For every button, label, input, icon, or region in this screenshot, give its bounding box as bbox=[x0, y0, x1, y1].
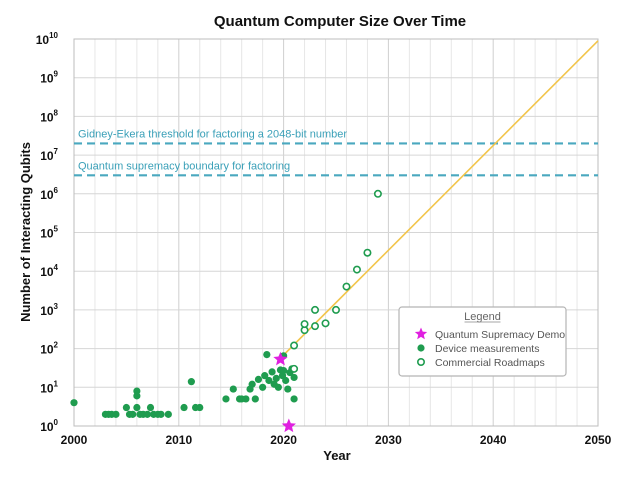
y-tick-label: 100 bbox=[40, 418, 58, 434]
device-measurement-point bbox=[274, 383, 282, 391]
y-tick-label: 104 bbox=[40, 263, 58, 279]
device-measurement-point bbox=[146, 403, 155, 412]
y-tick-label: 103 bbox=[40, 302, 58, 318]
quantum-supremacy-point bbox=[281, 418, 296, 433]
device-measurement-point bbox=[290, 395, 298, 403]
device-measurement-point bbox=[122, 403, 130, 412]
device-measurement-point bbox=[254, 375, 263, 384]
x-tick-label: 2040 bbox=[480, 433, 507, 447]
x-tick-label: 2010 bbox=[165, 433, 192, 447]
y-tick-label: 107 bbox=[40, 147, 58, 163]
device-measurement-point bbox=[187, 378, 195, 386]
y-tick-label: 1010 bbox=[36, 31, 59, 47]
device-measurement-point bbox=[196, 403, 204, 412]
reference-line-label: Quantum supremacy boundary for factoring bbox=[78, 160, 290, 172]
device-measurement-point bbox=[290, 373, 298, 382]
device-measurement-point bbox=[248, 380, 256, 388]
device-measurement-point bbox=[242, 395, 250, 403]
x-tick-label: 2000 bbox=[61, 433, 88, 447]
commercial-roadmap-point bbox=[311, 305, 320, 314]
device-measurement-point bbox=[112, 410, 120, 418]
commercial-roadmap-point bbox=[342, 282, 351, 291]
reference-lines: Gidney-Ekera threshold for factoring a 2… bbox=[74, 128, 598, 177]
device-measurement-point bbox=[180, 403, 188, 412]
y-tick-label: 108 bbox=[40, 108, 58, 124]
quantum-supremacy-point bbox=[273, 351, 288, 366]
device-measurement-point bbox=[263, 350, 271, 359]
x-tick-label: 2050 bbox=[585, 433, 612, 447]
device-measurement-point bbox=[222, 395, 230, 403]
y-tick-label: 102 bbox=[40, 341, 58, 357]
x-axis-label: Year bbox=[323, 448, 350, 463]
trend-line-path bbox=[277, 40, 599, 361]
x-tick-label: 2030 bbox=[375, 433, 402, 447]
device-measurement-point bbox=[272, 374, 280, 382]
device-measurement-point bbox=[282, 376, 290, 385]
device-measurement-point bbox=[229, 385, 237, 393]
y-tick-label: 101 bbox=[40, 379, 58, 395]
y-tick-label: 105 bbox=[40, 225, 58, 241]
legend-entry-label: Commercial Roadmaps bbox=[435, 357, 545, 369]
commercial-roadmap-point bbox=[300, 320, 309, 329]
plot-frame bbox=[73, 38, 599, 427]
device-measurement-point bbox=[157, 410, 165, 418]
legend: Legend Quantum Supremacy Demo Device measu… bbox=[398, 306, 567, 377]
device-measurement-point bbox=[70, 399, 78, 407]
commercial-roadmap-point bbox=[290, 364, 299, 373]
tick-labels: 2000 2010 2020 2030 2040 2050 100 101 102 103 104 1… bbox=[36, 31, 612, 447]
legend-entry-label: Quantum Supremacy Demo bbox=[435, 329, 565, 341]
commercial-roadmap-point bbox=[321, 319, 330, 328]
commercial-roadmap-point bbox=[331, 305, 340, 314]
device-measurement-point bbox=[164, 410, 172, 418]
commercial-roadmap-point bbox=[352, 265, 361, 274]
chart-title: Quantum Computer Size Over Time bbox=[214, 13, 466, 30]
device-measurement-point bbox=[251, 395, 259, 403]
device-measurement-point bbox=[129, 410, 137, 418]
device-measurement-point bbox=[261, 372, 269, 380]
y-tick-label: 106 bbox=[40, 186, 58, 202]
device-measurement-point bbox=[284, 385, 292, 393]
device-measurement-point bbox=[143, 410, 151, 418]
device-measurement-point bbox=[268, 368, 276, 376]
data-points bbox=[70, 189, 382, 433]
legend-entry-label: Device measurements bbox=[435, 343, 539, 355]
reference-line-label: Gidney-Ekera threshold for factoring a 2… bbox=[78, 128, 347, 140]
trend-line bbox=[277, 40, 599, 361]
commercial-roadmap-point bbox=[311, 322, 320, 331]
commercial-roadmap-point bbox=[290, 341, 299, 350]
device-measurement-point bbox=[133, 392, 141, 400]
y-tick-label: 109 bbox=[40, 70, 58, 86]
commercial-roadmap-point bbox=[363, 248, 372, 257]
y-axis-label: Number of Interacting Qubits bbox=[18, 142, 33, 322]
legend-marker-star bbox=[414, 327, 428, 340]
device-measurement-point bbox=[259, 383, 267, 391]
commercial-roadmap-point bbox=[373, 189, 382, 198]
legend-marker-filled bbox=[417, 344, 425, 352]
device-measurement-point bbox=[280, 367, 288, 375]
device-measurement-point bbox=[133, 403, 141, 412]
x-tick-label: 2020 bbox=[270, 433, 297, 447]
legend-marker-open bbox=[416, 357, 425, 366]
legend-title: Legend bbox=[464, 311, 501, 323]
device-measurement-point bbox=[265, 376, 273, 385]
legend-box bbox=[398, 306, 567, 377]
